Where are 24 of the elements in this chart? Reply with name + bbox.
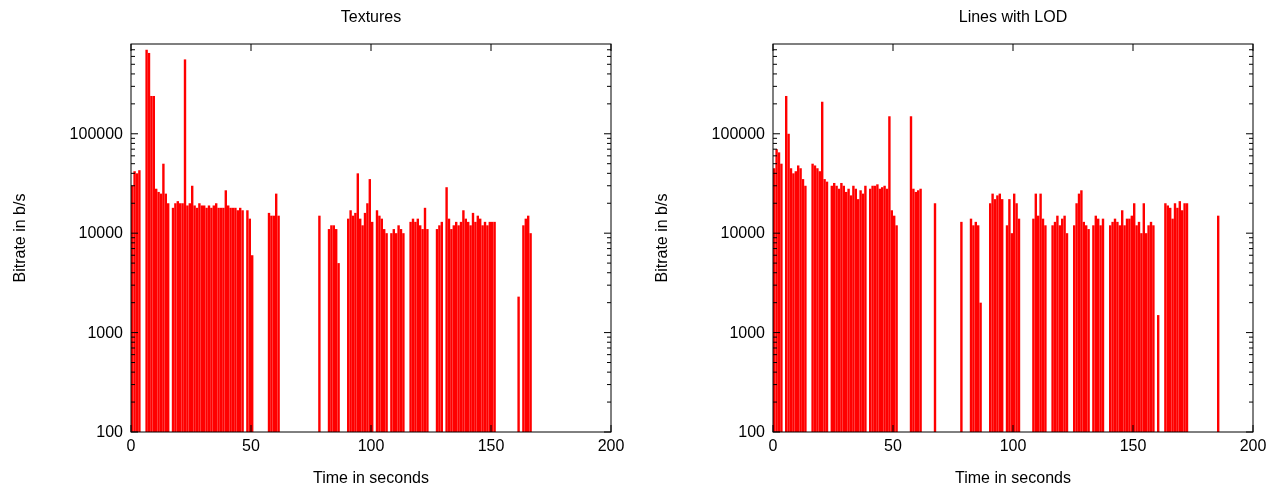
x-tick-label: 100 (999, 437, 1027, 454)
x-tick-label: 50 (242, 437, 260, 454)
chart-title: Textures (340, 8, 402, 25)
y-tick-label: 100 (738, 423, 766, 440)
y-tick-label: 100000 (69, 124, 124, 142)
y-axis-title: Bitrate in b/s (653, 193, 670, 283)
chart-title: Lines with LOD (958, 8, 1068, 25)
x-tick-label: 0 (126, 437, 136, 454)
y-tick-label: 100000 (711, 124, 766, 142)
y-tick-label: 1000 (729, 323, 766, 341)
x-axis-title: Time in seconds (313, 469, 429, 486)
x-tick-label: 100 (357, 437, 385, 454)
y-axis-title: Bitrate in b/s (11, 193, 28, 283)
x-tick-label: 0 (768, 437, 778, 454)
x-tick-label: 50 (884, 437, 902, 454)
x-tick-label: 150 (1119, 437, 1147, 454)
y-tick-label: 10000 (78, 224, 124, 242)
y-tick-label: 1000 (87, 323, 124, 341)
x-tick-label: 200 (1239, 437, 1267, 454)
x-tick-label: 150 (477, 437, 505, 454)
y-tick-label: 100 (96, 423, 124, 440)
x-axis-title: Time in seconds (955, 469, 1071, 486)
y-tick-label: 10000 (720, 224, 766, 242)
x-tick-label: 200 (597, 437, 625, 454)
